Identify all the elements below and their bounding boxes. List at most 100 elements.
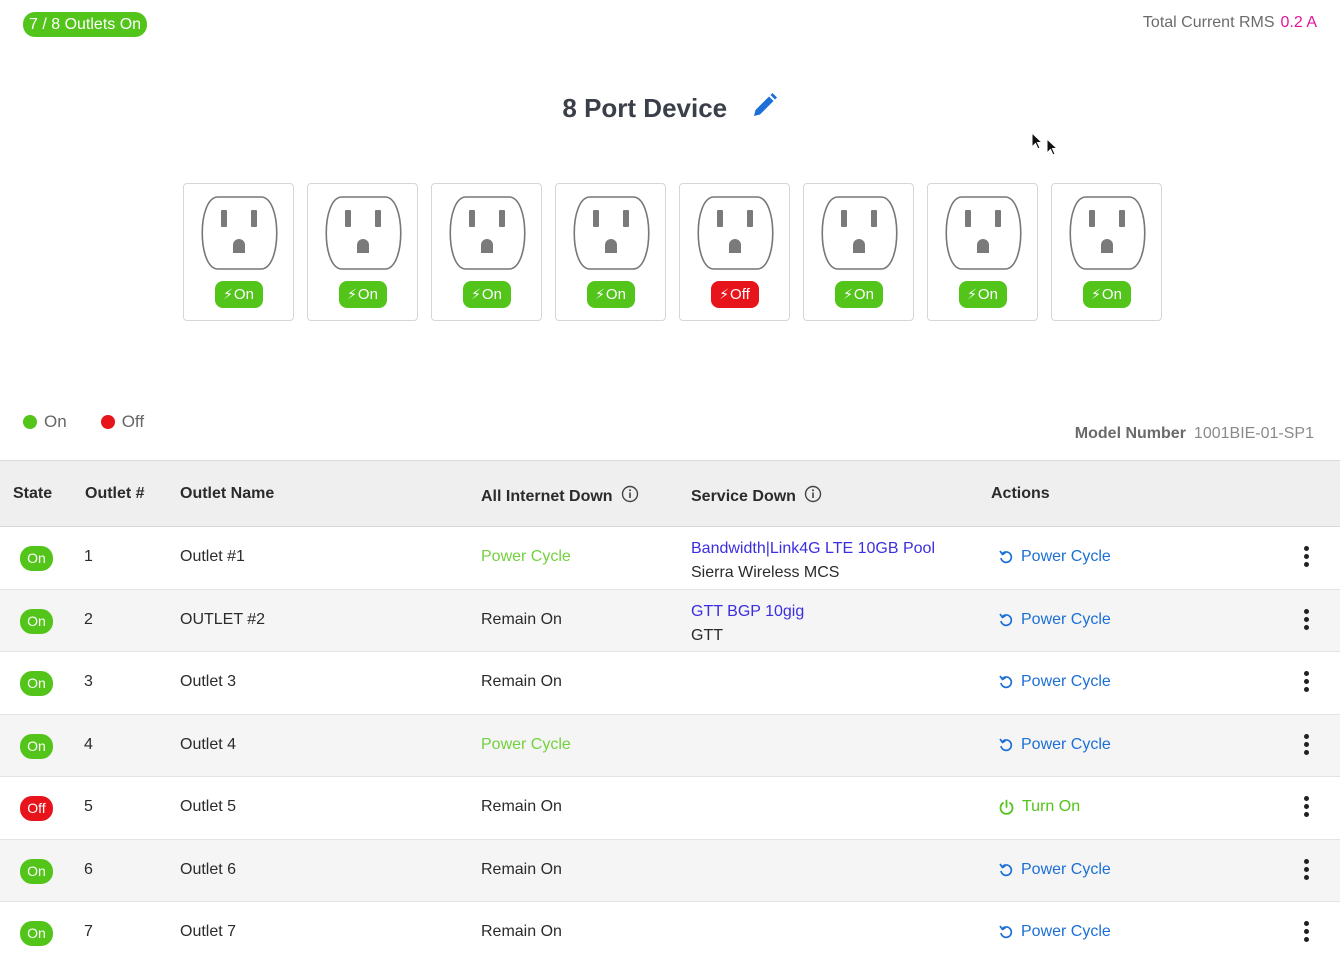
header-actions-label: Actions [991, 485, 1050, 502]
outlet-number: 7 [84, 923, 93, 940]
outlet-card[interactable]: ⚡︎On [307, 183, 418, 321]
bolt-icon: ⚡︎ [223, 286, 233, 302]
off-dot-icon [100, 415, 115, 429]
outlet-cards: ⚡︎On ⚡︎On ⚡︎On ⚡︎On [183, 183, 1162, 321]
power-cycle-button[interactable]: Power Cycle [998, 923, 1111, 941]
table-row: On 7 Outlet 7 Remain On Power Cycle [0, 902, 1340, 964]
outlet-card[interactable]: ⚡︎On [1051, 183, 1162, 321]
mouse-cursor-icon [1030, 131, 1062, 167]
header-outlet-num-label: Outlet # [85, 485, 145, 502]
table-row: Off 5 Outlet 5 Remain On Turn On [0, 777, 1340, 840]
device-header: 8 Port Device [0, 92, 1340, 125]
more-options-icon[interactable] [1296, 731, 1316, 761]
header-state[interactable]: State [13, 485, 52, 503]
power-outlet-icon [449, 196, 526, 270]
action-label: Power Cycle [1021, 673, 1111, 690]
more-options-icon[interactable] [1296, 793, 1316, 823]
table-row: On 6 Outlet 6 Remain On Power Cycle [0, 839, 1340, 902]
power-cycle-button[interactable]: Power Cycle [998, 736, 1111, 754]
legend-off-label: Off [121, 412, 145, 431]
outlet-state-pill: ⚡︎On [834, 281, 883, 308]
state-badge: On [20, 608, 53, 634]
header-outlet-num[interactable]: Outlet # [85, 485, 145, 503]
power-icon [999, 799, 1014, 815]
internet-down-behavior: Power Cycle [481, 735, 571, 753]
internet-down-behavior: Remain On [481, 673, 562, 690]
more-options-icon[interactable] [1296, 543, 1316, 573]
legend-on-label: On [44, 412, 67, 431]
legend-off: Off [100, 412, 145, 432]
outlet-card[interactable]: ⚡︎On [183, 183, 294, 321]
power-outlet-icon [945, 196, 1022, 270]
header-all-internet-down[interactable]: All Internet Down [481, 485, 639, 508]
outlet-card[interactable]: ⚡︎On [555, 183, 666, 321]
outlet-number: 6 [84, 860, 93, 878]
on-dot-icon [23, 415, 37, 429]
outlet-name: Outlet 7 [180, 923, 237, 940]
more-options-icon[interactable] [1296, 606, 1316, 636]
table-row: On 1 Outlet #1 Power Cycle Bandwidth|Lin… [0, 527, 1340, 590]
state-badge: On [20, 733, 53, 759]
power-cycle-button[interactable]: Power Cycle [998, 548, 1111, 566]
action-label: Power Cycle [1021, 610, 1111, 628]
more-options-icon[interactable] [1296, 668, 1316, 698]
refresh-icon [999, 925, 1013, 939]
outlet-card[interactable]: ⚡︎On [803, 183, 914, 321]
state-badge: On [20, 858, 53, 884]
model-number-label: Model Number [1074, 425, 1186, 442]
outlet-card[interactable]: ⚡︎Off [679, 183, 790, 321]
outlet-name: Outlet 4 [180, 735, 237, 753]
more-options-icon[interactable] [1296, 918, 1316, 948]
action-label: Power Cycle [1021, 923, 1111, 940]
outlet-state-pill: ⚡︎Off [710, 281, 759, 308]
model-number: Model Number 1001BIE-01-SP1 [1075, 425, 1314, 443]
device-title: 8 Port Device [562, 93, 728, 123]
header-outlet-name[interactable]: Outlet Name [180, 485, 274, 503]
outlet-state-pill: ⚡︎On [1082, 281, 1131, 308]
outlet-number: 5 [84, 798, 93, 815]
power-cycle-button[interactable]: Power Cycle [998, 673, 1111, 691]
outlet-state-pill: ⚡︎On [958, 281, 1007, 308]
power-outlet-icon [201, 196, 278, 270]
outlet-state-pill: ⚡︎On [338, 281, 387, 308]
model-number-value: 1001BIE-01-SP1 [1193, 425, 1314, 442]
outlet-state-pill: ⚡︎On [586, 281, 635, 308]
table-row: On 2 OUTLET #2 Remain On GTT BGP 10gig G… [0, 589, 1340, 652]
action-label: Power Cycle [1021, 735, 1111, 753]
power-cycle-button[interactable]: Power Cycle [998, 861, 1111, 879]
total-current-value: 0.2 A [1280, 14, 1317, 31]
outlet-name: Outlet #1 [180, 548, 245, 565]
pencil-icon[interactable] [750, 92, 778, 125]
power-outlet-icon [1069, 196, 1146, 270]
bolt-icon: ⚡︎ [1091, 286, 1101, 302]
state-badge: On [20, 921, 53, 946]
service-provider: Sierra Wireless MCS [691, 564, 840, 581]
header-service-down-label: Service Down [691, 487, 796, 505]
power-outlet-icon [325, 196, 402, 270]
header-all-internet-down-label: All Internet Down [481, 487, 613, 505]
info-icon[interactable] [621, 485, 639, 508]
power-outlet-icon [573, 196, 650, 270]
header-state-label: State [13, 485, 53, 502]
turn-on-button[interactable]: Turn On [998, 798, 1080, 816]
outlet-number: 3 [84, 673, 93, 690]
info-icon[interactable] [804, 485, 822, 508]
outlet-card[interactable]: ⚡︎On [431, 183, 542, 321]
table-header: State Outlet # Outlet Name All Internet … [0, 460, 1340, 527]
outlet-state-label: On [605, 286, 626, 303]
outlet-card[interactable]: ⚡︎On [927, 183, 1038, 321]
more-options-icon[interactable] [1296, 856, 1316, 886]
table-body: On 1 Outlet #1 Power Cycle Bandwidth|Lin… [0, 527, 1340, 964]
service-link[interactable]: Bandwidth|Link4G LTE 10GB Pool [691, 540, 935, 557]
service-link[interactable]: GTT BGP 10gig [691, 602, 805, 620]
outlet-state-label: On [357, 286, 378, 303]
refresh-icon [999, 738, 1013, 751]
header-outlet-name-label: Outlet Name [180, 485, 275, 502]
power-cycle-button[interactable]: Power Cycle [998, 611, 1111, 629]
total-current-rms: Total Current RMS 0.2 A [1143, 14, 1317, 32]
state-badge: On [20, 546, 53, 571]
internet-down-behavior: Remain On [481, 860, 562, 878]
header-service-down[interactable]: Service Down [691, 485, 822, 508]
outlet-state-pill: ⚡︎On [214, 281, 263, 308]
outlet-number: 1 [84, 548, 93, 565]
